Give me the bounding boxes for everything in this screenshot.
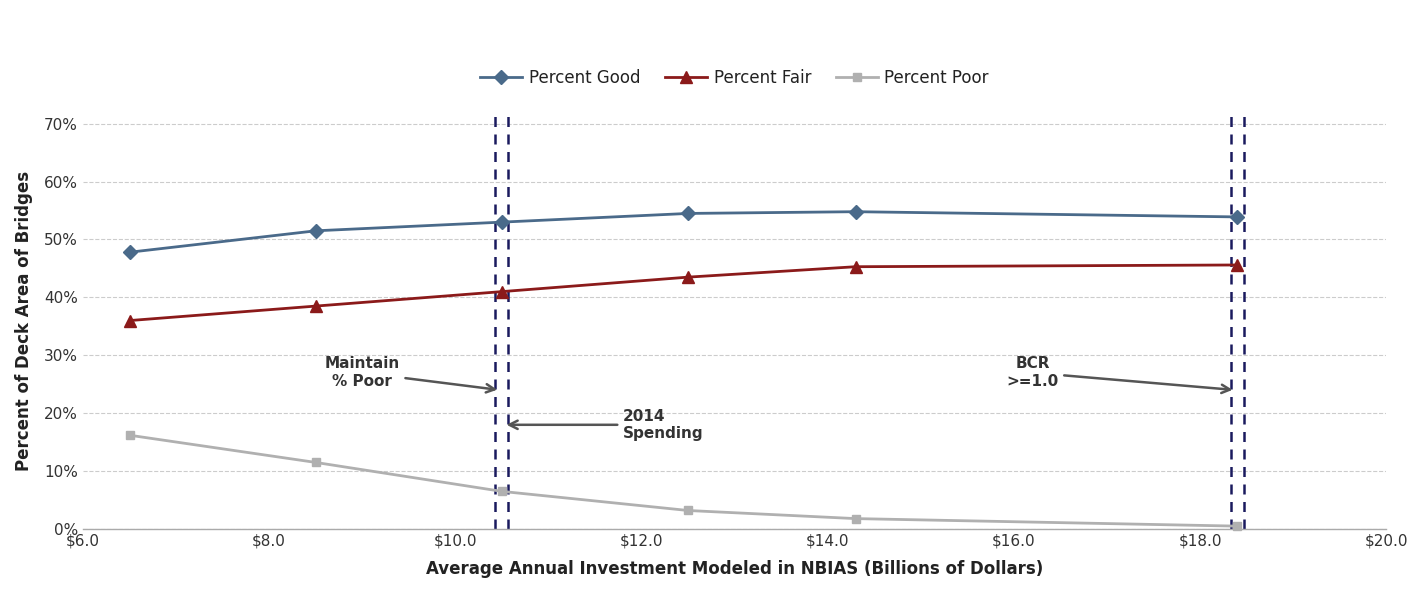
- Percent Fair: [847, 263, 864, 270]
- Percent Fair: [307, 302, 324, 310]
- Percent Fair: [121, 317, 138, 324]
- Percent Poor: [121, 432, 138, 439]
- Text: Maintain
% Poor: Maintain % Poor: [324, 356, 494, 393]
- Percent Good: [847, 208, 864, 215]
- X-axis label: Average Annual Investment Modeled in NBIAS (Billions of Dollars): Average Annual Investment Modeled in NBI…: [425, 560, 1043, 578]
- Percent Good: [494, 219, 511, 226]
- Legend: Percent Good, Percent Fair, Percent Poor: Percent Good, Percent Fair, Percent Poor: [474, 62, 996, 94]
- Percent Poor: [1229, 522, 1247, 530]
- Line: Percent Good: Percent Good: [125, 207, 1242, 257]
- Percent Fair: [494, 288, 511, 295]
- Percent Poor: [680, 507, 697, 514]
- Y-axis label: Percent of Deck Area of Bridges: Percent of Deck Area of Bridges: [16, 171, 33, 471]
- Percent Fair: [680, 273, 697, 280]
- Line: Percent Poor: Percent Poor: [125, 431, 1241, 530]
- Percent Poor: [307, 459, 324, 466]
- Percent Good: [1229, 213, 1247, 221]
- Percent Good: [121, 248, 138, 256]
- Percent Poor: [494, 488, 511, 495]
- Line: Percent Fair: Percent Fair: [124, 259, 1242, 326]
- Percent Good: [307, 227, 324, 234]
- Text: 2014
Spending: 2014 Spending: [509, 409, 703, 441]
- Percent Poor: [847, 515, 864, 522]
- Percent Good: [680, 210, 697, 217]
- Percent Fair: [1229, 262, 1247, 269]
- Text: BCR
>=1.0: BCR >=1.0: [1006, 356, 1229, 393]
